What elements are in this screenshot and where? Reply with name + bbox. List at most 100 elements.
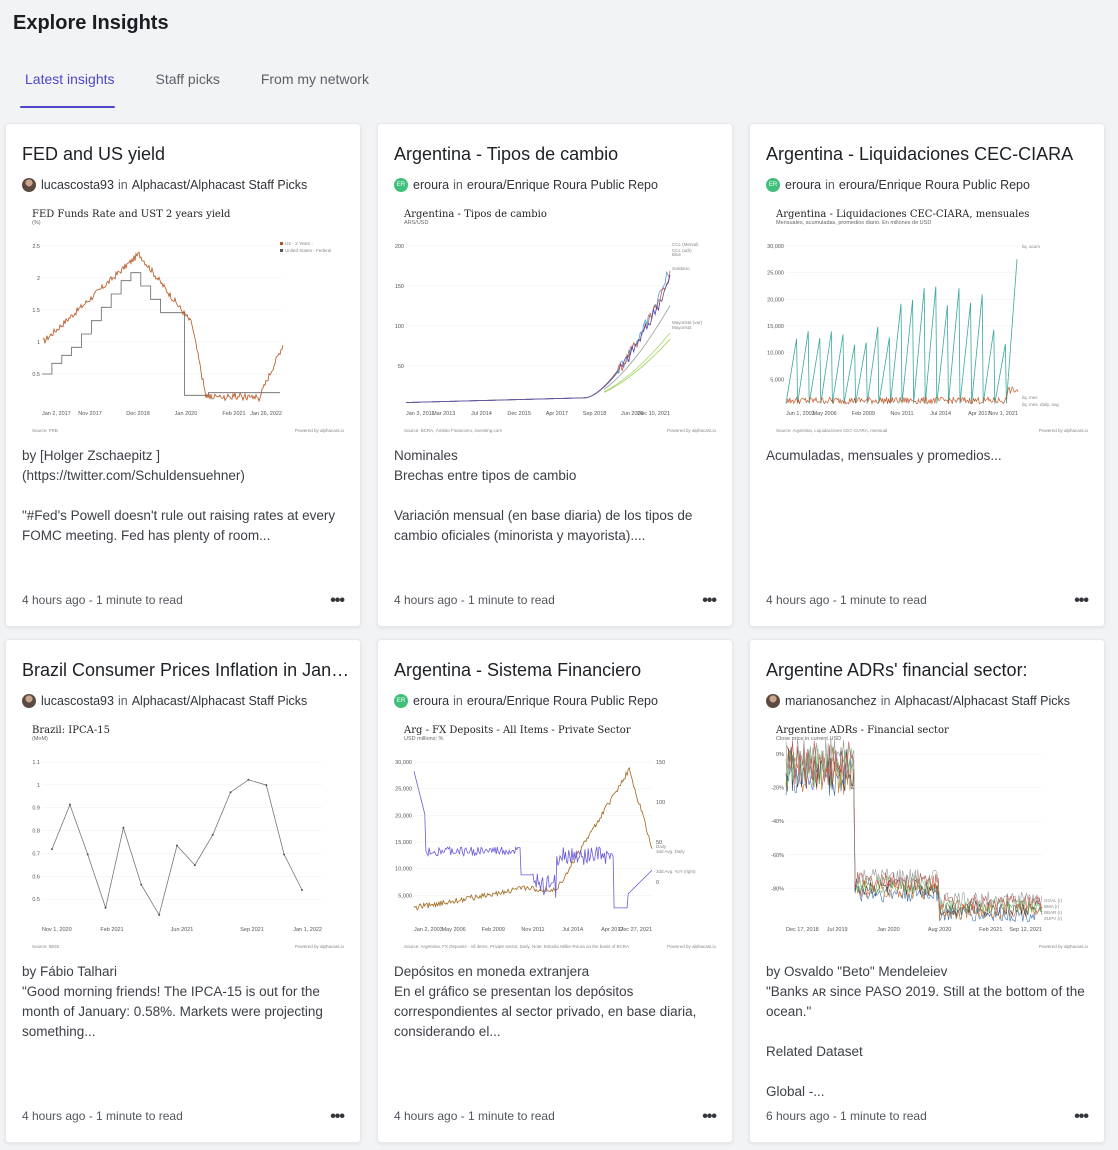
author-link[interactable]: eroura bbox=[413, 178, 450, 192]
insight-title[interactable]: Argentina - Tipos de cambio bbox=[394, 144, 619, 164]
y-tick-label: 1.5 bbox=[32, 308, 40, 314]
insight-chart[interactable]: FED Funds Rate and UST 2 years yield (%) 2… bbox=[22, 206, 346, 434]
x-tick-label: Dec 2018 bbox=[126, 411, 150, 417]
chart-title: Argentine ADRs - Financial sector bbox=[775, 725, 949, 736]
y-tick-label: 0.8 bbox=[32, 829, 40, 835]
insight-title[interactable]: FED and US yield bbox=[22, 144, 166, 164]
x-tick-label: Apr 2017 bbox=[546, 411, 568, 417]
user-avatar bbox=[22, 178, 36, 192]
series-line bbox=[785, 738, 1043, 907]
x-tick-label: Feb 2009 bbox=[482, 927, 505, 933]
insight-card[interactable]: Argentina - Sistema Financiero ER eroura… bbox=[377, 639, 733, 1143]
x-tick-label: Jan 3, 2011 bbox=[406, 411, 434, 417]
insight-card[interactable]: Argentina - Tipos de cambio ER eroura in… bbox=[377, 123, 733, 627]
insight-description-line: by [Holger Zschaepitz ](https://twitter.… bbox=[22, 448, 245, 483]
repo-link[interactable]: eroura/Enrique Roura Public Repo bbox=[466, 178, 658, 192]
insight-meta: 6 hours ago - 1 minute to read bbox=[766, 1109, 927, 1123]
data-point bbox=[283, 853, 286, 856]
more-horizontal-icon[interactable]: ••• bbox=[1074, 1108, 1089, 1125]
repo-link[interactable]: eroura/Enrique Roura Public Repo bbox=[838, 178, 1030, 192]
insight-meta: 4 hours ago - 1 minute to read bbox=[22, 1109, 183, 1123]
y-tick-label: 0.5 bbox=[32, 897, 40, 903]
byline-in: in bbox=[117, 694, 128, 708]
author-link[interactable]: marianosanchez bbox=[785, 694, 877, 708]
insight-chart[interactable]: Argentine ADRs - Financial sector Close p… bbox=[766, 722, 1090, 950]
insight-card[interactable]: FED and US yield lucascosta93 in Alphaca… bbox=[5, 123, 361, 627]
chart-title: Argentina - Liquidaciones CEC-CIARA, men… bbox=[775, 209, 1029, 220]
insight-description: Depósitos en moneda extranjera En el gráf… bbox=[394, 962, 724, 1042]
x-tick-label: Sep 2021 bbox=[240, 927, 264, 933]
y-tick-label: 5,000 bbox=[770, 377, 784, 383]
insight-card[interactable]: Brazil Consumer Prices Inflation in Janu… bbox=[5, 639, 361, 1143]
x-tick-label: Dec 17, 2018 bbox=[786, 927, 819, 933]
chart-powered-by: Powered by alphacast.io bbox=[295, 428, 345, 433]
insight-title[interactable]: Brazil Consumer Prices Inflation in Janu… bbox=[22, 660, 350, 680]
insight-title[interactable]: Argentina - Liquidaciones CEC-CIARA bbox=[766, 144, 1074, 164]
insight-chart[interactable]: Argentina - Liquidaciones CEC-CIARA, men… bbox=[766, 206, 1090, 434]
repo-link[interactable]: Alphacast/Alphacast Staff Picks bbox=[131, 694, 308, 708]
insight-card[interactable]: Argentine ADRs' financial sector: marian… bbox=[749, 639, 1105, 1143]
insight-description-line: "Good morning friends! The IPCA-15 is ou… bbox=[22, 984, 323, 1039]
x-tick-label: Jan 1, 2022 bbox=[293, 927, 322, 933]
x-tick-label: Nov 1, 2021 bbox=[988, 411, 1018, 417]
insight-description-line: Global -... bbox=[766, 1084, 825, 1099]
series-line bbox=[785, 745, 1043, 914]
y-tick-label: 25,000 bbox=[767, 271, 784, 277]
x-tick-label: Dec 2015 bbox=[507, 411, 531, 417]
y-tick-label: -20% bbox=[771, 786, 784, 792]
tab-from-my-network[interactable]: From my network bbox=[260, 71, 369, 87]
data-point bbox=[265, 784, 268, 787]
data-point bbox=[211, 833, 214, 836]
x-tick-label: Jan 2, 2003 bbox=[414, 927, 443, 933]
byline-in: in bbox=[117, 178, 128, 192]
repo-link[interactable]: eroura/Enrique Roura Public Repo bbox=[466, 694, 658, 708]
more-horizontal-icon[interactable]: ••• bbox=[330, 1108, 345, 1125]
author-link[interactable]: lucascosta93 bbox=[41, 178, 114, 192]
insight-title[interactable]: Argentina - Sistema Financiero bbox=[394, 660, 642, 680]
repo-link[interactable]: Alphacast/Alphacast Staff Picks bbox=[894, 694, 1071, 708]
user-avatar: ER bbox=[394, 694, 408, 708]
data-point bbox=[122, 826, 125, 829]
chart-subtitle: USD millions; % bbox=[404, 736, 444, 742]
insight-card[interactable]: Argentina - Liquidaciones CEC-CIARA ER e… bbox=[749, 123, 1105, 627]
user-avatar: ER bbox=[766, 178, 780, 192]
x-tick-label: Feb 2021 bbox=[979, 927, 1002, 933]
y-tick-label: 10,000 bbox=[395, 867, 412, 873]
y-tick-label: 20,000 bbox=[395, 813, 412, 819]
x-tick-label: Dec 27, 2021 bbox=[619, 927, 652, 933]
repo-link[interactable]: Alphacast/Alphacast Staff Picks bbox=[131, 178, 308, 192]
series-line bbox=[406, 274, 671, 403]
tab-staff-picks[interactable]: Staff picks bbox=[155, 71, 220, 87]
chart-svg: Arg - FX Deposits - All Items - Private … bbox=[395, 725, 716, 949]
more-horizontal-icon[interactable]: ••• bbox=[702, 592, 717, 609]
insight-chart[interactable]: Argentina - Tipos de cambio ARS/USD 200 150… bbox=[394, 206, 718, 434]
y-right-tick-label: 100 bbox=[656, 800, 665, 806]
author-link[interactable]: lucascosta93 bbox=[41, 694, 114, 708]
insight-chart[interactable]: Brazil: IPCA-15 (MoM) 1.1 1 0.9 0.8 0.7 0.6 0.5 N… bbox=[22, 722, 346, 950]
chart-subtitle: Mensuales, acumuladas, promedios diario.… bbox=[776, 220, 931, 226]
chart-subtitle: Close price in current USD bbox=[776, 736, 841, 742]
y-tick-label: 0.6 bbox=[32, 874, 40, 880]
author-link[interactable]: eroura bbox=[785, 178, 822, 192]
series-line-fed bbox=[42, 272, 280, 396]
series-line-mes bbox=[785, 386, 1019, 405]
y-tick-label: 2.5 bbox=[32, 244, 40, 250]
data-point bbox=[68, 803, 71, 806]
series-line-ust2y bbox=[42, 251, 284, 403]
more-horizontal-icon[interactable]: ••• bbox=[1074, 592, 1089, 609]
x-tick-label: Jul 2014 bbox=[471, 411, 492, 417]
insight-description-line: "#Fed's Powell doesn't rule out raising … bbox=[22, 508, 336, 543]
more-horizontal-icon[interactable]: ••• bbox=[330, 592, 345, 609]
insight-title[interactable]: Argentine ADRs' financial sector: bbox=[766, 660, 1028, 680]
series-line bbox=[406, 270, 671, 403]
insight-chart[interactable]: Arg - FX Deposits - All Items - Private … bbox=[394, 722, 718, 950]
byline-in: in bbox=[453, 694, 463, 708]
author-link[interactable]: eroura bbox=[413, 694, 450, 708]
x-tick-label: Jan 26, 2022 bbox=[250, 411, 282, 417]
y-tick-label: 2 bbox=[37, 276, 40, 282]
tab-latest-insights[interactable]: Latest insights bbox=[20, 64, 115, 108]
data-point bbox=[176, 844, 178, 847]
chart-subtitle: (MoM) bbox=[32, 736, 48, 742]
more-horizontal-icon[interactable]: ••• bbox=[702, 1108, 717, 1125]
data-point bbox=[193, 864, 196, 867]
